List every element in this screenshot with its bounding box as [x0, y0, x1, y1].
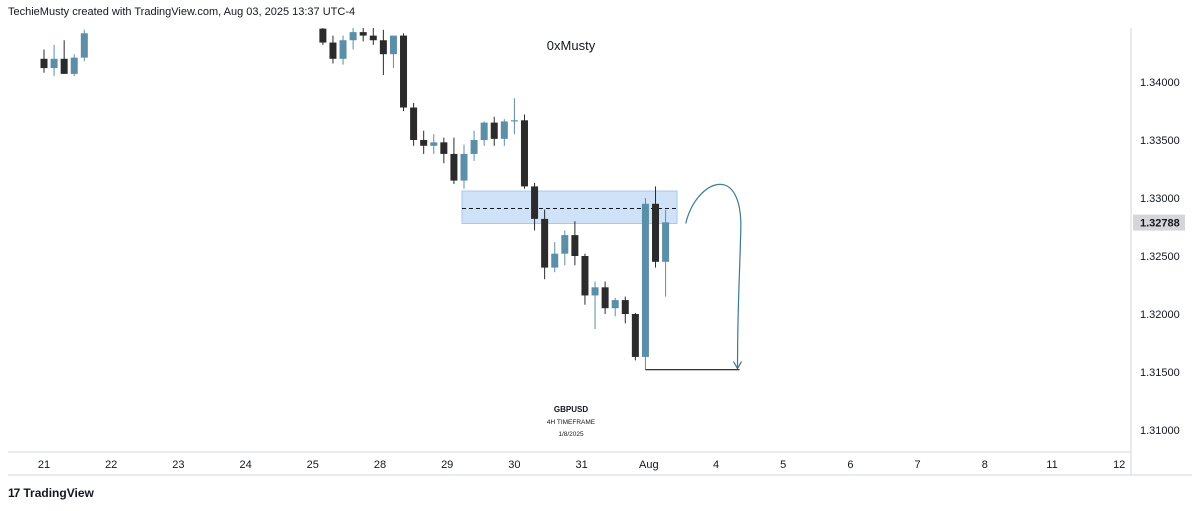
x-tick-label: 11 [1046, 459, 1057, 471]
x-tick-label: 24 [239, 459, 251, 471]
candle-body[interactable] [80, 33, 88, 58]
candle-body[interactable] [460, 153, 468, 181]
candle-body[interactable] [359, 32, 367, 36]
candle-body[interactable] [621, 300, 629, 314]
candle-body[interactable] [50, 58, 58, 69]
candle-body[interactable] [410, 107, 418, 140]
supply-zone [461, 190, 678, 225]
y-tick-label: 1.32000 [1140, 309, 1180, 321]
y-tick-label: 1.34000 [1140, 77, 1180, 89]
candle-body[interactable] [329, 42, 337, 59]
y-tick-label: 1.31500 [1140, 367, 1180, 379]
x-tick-label: 28 [374, 459, 386, 471]
x-tick-label: 25 [307, 459, 319, 471]
candle-body[interactable] [349, 32, 357, 41]
candle-body[interactable] [571, 235, 579, 256]
timeframe-label: 4H TIMEFRAME [547, 419, 596, 426]
candle-body[interactable] [470, 140, 478, 154]
current-price-badge [1133, 214, 1185, 231]
candle-body[interactable] [551, 253, 559, 268]
candle-body[interactable] [420, 140, 428, 146]
y-tick-label: 1.33500 [1140, 135, 1180, 147]
current-price-label: 1.32788 [1140, 218, 1180, 230]
candle-body[interactable] [440, 142, 448, 154]
candle-body[interactable] [541, 218, 549, 268]
x-tick-label: 5 [780, 459, 786, 471]
candle-body[interactable] [490, 122, 498, 139]
tradingview-logo-icon: 17 [8, 486, 20, 500]
candle-body[interactable] [450, 153, 458, 181]
tradingview-footer[interactable]: 17 TradingView [8, 486, 94, 500]
y-tick-label: 1.33000 [1140, 193, 1180, 205]
x-tick-label: Aug [639, 459, 659, 471]
candle-body[interactable] [591, 287, 599, 296]
x-tick-label: 7 [915, 459, 921, 471]
candle-body[interactable] [500, 121, 508, 139]
footer-label: TradingView [23, 486, 94, 500]
candle-body[interactable] [430, 142, 438, 146]
x-tick-label: 21 [38, 459, 50, 471]
candle-body[interactable] [561, 235, 569, 254]
candle-body[interactable] [652, 203, 660, 262]
x-tick-label: 4 [713, 459, 719, 471]
candle-body[interactable] [379, 40, 387, 55]
x-tick-label: 30 [508, 459, 520, 471]
candle-body[interactable] [581, 256, 589, 296]
y-tick-label: 1.31000 [1140, 425, 1180, 437]
candle-body[interactable] [339, 40, 347, 59]
arrowhead-icon [732, 361, 743, 370]
candle-body[interactable] [400, 35, 408, 108]
x-tick-label: 22 [105, 459, 117, 471]
candle-body[interactable] [369, 35, 377, 41]
candle-body[interactable] [319, 28, 327, 43]
y-tick-label: 1.32500 [1140, 251, 1180, 263]
candle-body[interactable] [520, 120, 528, 187]
date-label: 1/8/2025 [558, 431, 584, 438]
candle-body[interactable] [531, 186, 539, 219]
projection-arrow [685, 183, 742, 369]
candle-body[interactable] [389, 35, 397, 55]
symbol-label: GBPUSD [554, 405, 588, 414]
author-watermark: 0xMusty [547, 38, 596, 53]
x-tick-label: 8 [982, 459, 988, 471]
x-tick-label: 6 [847, 459, 853, 471]
chart-header: TechieMusty created with TradingView.com… [8, 6, 356, 18]
candle-body[interactable] [480, 122, 488, 140]
candle-body[interactable] [641, 203, 649, 357]
x-tick-label: 23 [172, 459, 184, 471]
x-tick-label: 29 [441, 459, 453, 471]
candle-body[interactable] [601, 287, 609, 309]
candle-body[interactable] [40, 58, 48, 69]
candle-body[interactable] [611, 300, 619, 309]
x-tick-label: 31 [575, 459, 587, 471]
candle-body[interactable] [662, 222, 670, 262]
candle-body[interactable] [631, 314, 639, 357]
candle-body[interactable] [70, 57, 78, 74]
x-tick-label: 12 [1113, 459, 1125, 471]
candle-body[interactable] [60, 58, 68, 74]
candle-body[interactable] [510, 120, 518, 122]
